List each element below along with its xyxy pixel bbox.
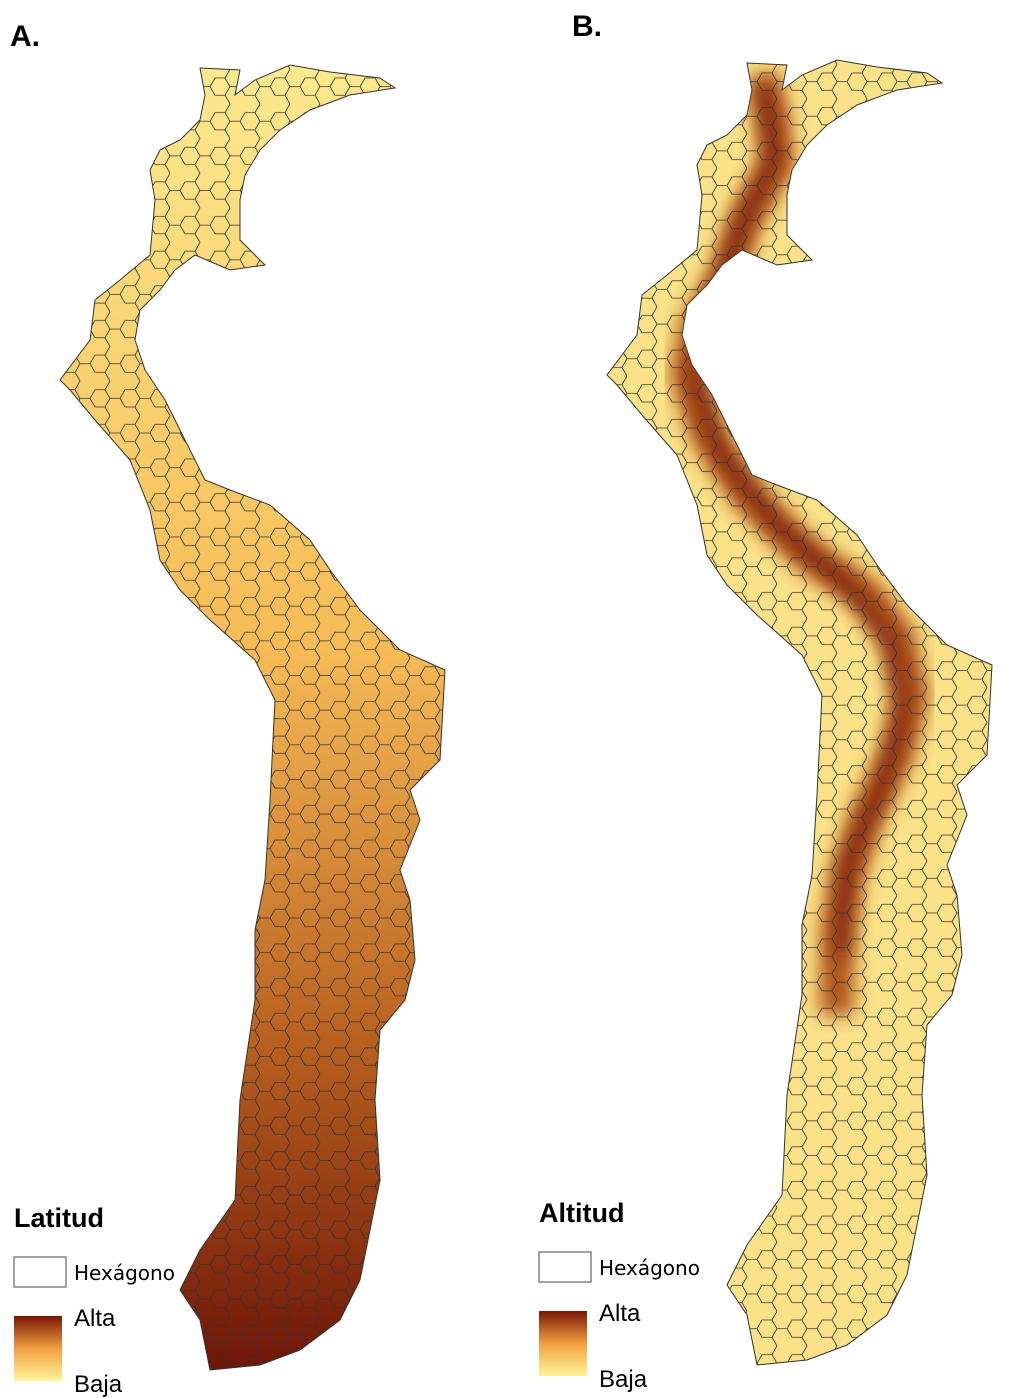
legend-hexagon-swatch bbox=[14, 1257, 66, 1287]
legend-gradient bbox=[14, 1316, 62, 1381]
legend-high: Alta bbox=[599, 1300, 641, 1327]
legend-low: Baja bbox=[599, 1366, 648, 1393]
legend-hexagon-swatch bbox=[539, 1252, 591, 1282]
legend-high: Alta bbox=[74, 1305, 116, 1332]
legend-title: Altitud bbox=[539, 1198, 624, 1228]
legend-hexagon-label: Hexágono bbox=[74, 1261, 175, 1285]
panel-label: B. bbox=[572, 10, 602, 43]
map-figure: A. Latitud Hexágono Alta Baja B. Altitud… bbox=[0, 0, 1011, 1399]
legend-gradient bbox=[539, 1311, 587, 1376]
panel-a: A. Latitud Hexágono Alta Baja bbox=[0, 0, 460, 1399]
hexagon-grid bbox=[547, 0, 1007, 1394]
legend-low: Baja bbox=[74, 1371, 123, 1398]
legend-title: Latitud bbox=[14, 1203, 104, 1233]
legend-hexagon-label: Hexágono bbox=[599, 1256, 700, 1280]
panel-label: A. bbox=[10, 20, 40, 53]
hexagon-grid bbox=[0, 0, 460, 1399]
panel-b: B. Altitud Hexágono Alta Baja bbox=[539, 0, 1007, 1394]
